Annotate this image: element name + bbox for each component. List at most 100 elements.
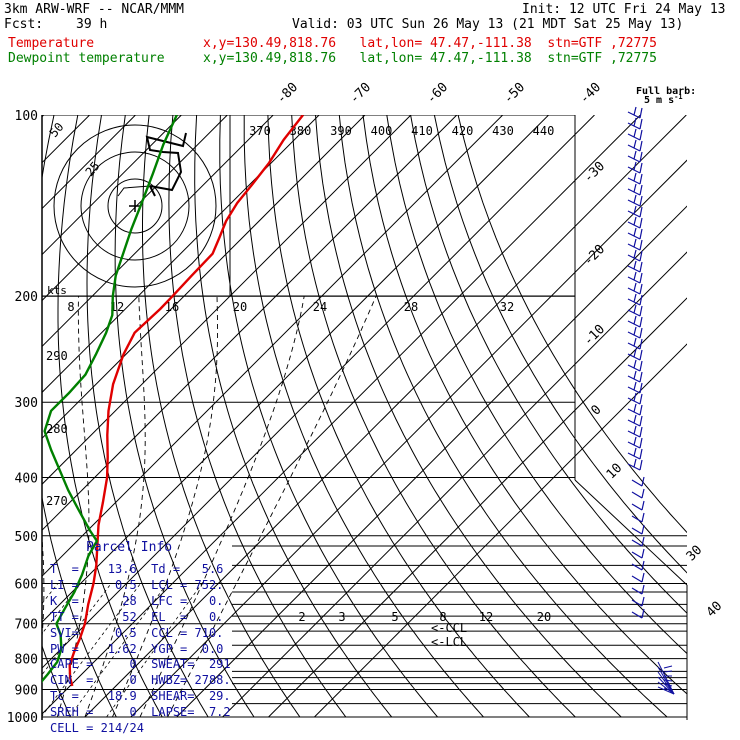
wind-barb-flag	[639, 305, 643, 317]
isotherm-label: -10	[581, 322, 608, 349]
wind-barb-flag	[639, 415, 643, 427]
wind-barb-flag	[633, 194, 637, 204]
isotherm-line	[84, 115, 687, 718]
wind-barb-low	[663, 679, 673, 682]
isotherm-line	[42, 115, 641, 715]
hodograph-ring	[80, 151, 190, 261]
hodograph-units: kts	[47, 284, 67, 297]
wind-barb-flag	[641, 524, 645, 535]
barb-legend-exponent: -1	[674, 93, 682, 101]
hodograph-trace-low	[117, 185, 151, 197]
isotherm-line	[42, 115, 458, 531]
mixing-ratio-label: 5	[391, 610, 398, 624]
wind-barb-flag	[639, 162, 643, 174]
wind-barb-flag	[641, 584, 645, 595]
wind-barb-low	[657, 686, 675, 695]
wind-barb-flag	[639, 261, 643, 273]
wind-barb-low	[657, 681, 675, 695]
wind-barb	[631, 539, 643, 547]
wind-barb-flag	[639, 173, 643, 185]
wind-barb-flag	[639, 228, 643, 240]
parcel-info-row: K = 28 LFC = 0.	[50, 593, 224, 608]
theta-e-label: 430	[492, 124, 514, 138]
wind-barb-flag	[633, 414, 637, 424]
upper-temp-label: 20	[233, 300, 247, 314]
wind-barb-flag	[639, 129, 643, 141]
isotherm-label: -30	[581, 159, 608, 186]
dry-adiabat-line	[168, 115, 347, 718]
isotherm-line	[42, 115, 182, 256]
wind-barb-flag	[639, 140, 643, 152]
parcel-info-row: SVI= 0.5 CCL = 710.	[50, 625, 224, 640]
wind-barb-flag	[639, 448, 643, 460]
wind-barb-flag	[639, 250, 643, 262]
forecast-hour: 39 h	[76, 17, 108, 32]
wind-barb-flag	[633, 370, 637, 380]
pressure-tick-label: 900	[15, 683, 38, 698]
wind-barb-flag	[639, 349, 643, 361]
wind-barb-flag	[639, 118, 643, 130]
theta-e-label: 420	[452, 124, 474, 138]
temperature-location: x,y=130.49,818.76 lat,lon= 47.47,-111.38…	[203, 36, 657, 51]
moist-adiabat-line	[0, 296, 7, 717]
isotherm-line	[42, 115, 274, 348]
right-axis-slant	[574, 479, 688, 586]
pressure-tick-label: 400	[15, 471, 38, 486]
wind-barb-flag	[641, 560, 645, 571]
mixing-ratio-line	[42, 583, 82, 635]
theta-e-label: 410	[411, 124, 433, 138]
wind-barb-flag	[639, 151, 643, 163]
wind-barb-flag	[639, 316, 643, 328]
isotherm-label: -60	[424, 80, 451, 107]
wind-barb-low	[663, 670, 673, 673]
lcl-label: <-LCL	[431, 635, 467, 649]
wind-barb-flag	[639, 294, 643, 306]
dry-adiabat-line	[386, 115, 687, 655]
wind-barb-flag	[641, 476, 645, 487]
parcel-info-row: T = 13.6 Td = 5.6	[50, 562, 224, 576]
wind-barb-flag	[633, 315, 637, 325]
dewpoint-profile	[42, 115, 178, 683]
isotherm-line	[314, 343, 687, 718]
wind-barb-flag	[639, 393, 643, 405]
isotherm-label: -40	[577, 80, 604, 107]
parcel-info-row: SREH = 0 LAPSE= 7.2	[50, 705, 231, 720]
wind-barb	[631, 551, 643, 559]
wind-barb-flag	[639, 184, 643, 196]
isotherm-label: -70	[347, 80, 374, 107]
isotherm-line	[42, 115, 504, 577]
barb-legend-line2: 5 m s-1	[644, 93, 683, 106]
wind-barb	[631, 527, 643, 535]
wind-barb-flag	[633, 293, 637, 303]
pressure-tick-label: 700	[15, 618, 38, 633]
wind-barb-flag	[633, 381, 637, 391]
mixing-ratio-label: 12	[479, 610, 493, 624]
wind-barb-flag	[633, 249, 637, 259]
dewpoint-location: x,y=130.49,818.76 lat,lon= 47.47,-111.38…	[203, 51, 657, 66]
theta-e-label: 370	[249, 124, 271, 138]
wind-barb-flag	[633, 304, 637, 314]
diagram-frame	[41, 115, 688, 720]
wind-barb-flag	[639, 272, 643, 284]
mixing-ratio-label: 8	[439, 610, 446, 624]
wind-barb-flag	[639, 371, 643, 383]
wind-barbs	[627, 106, 675, 695]
dry-adiabat-line	[114, 115, 255, 718]
mixing-ratio-label: 3	[338, 610, 345, 624]
wind-barb-flag	[639, 107, 643, 119]
wind-barb-flag	[633, 139, 637, 149]
isotherm-line	[42, 115, 595, 669]
wind-barb-flag	[633, 392, 637, 402]
wind-barb-flag	[639, 283, 643, 295]
dry-adiabat-line	[142, 115, 301, 718]
wind-barb-flag	[633, 183, 637, 193]
theta-e-label: 390	[330, 124, 352, 138]
parcel-info-row: PW = 1.62 YGP = 0.0	[50, 641, 224, 656]
wind-barb-flag	[639, 206, 643, 218]
pressure-tick-label: 500	[15, 530, 38, 545]
wind-barb-low	[663, 665, 673, 669]
wind-barb-flag	[633, 128, 637, 138]
wind-barb-flag	[641, 536, 645, 547]
isotherm-line	[42, 115, 549, 623]
wind-barb-flag	[639, 217, 643, 229]
